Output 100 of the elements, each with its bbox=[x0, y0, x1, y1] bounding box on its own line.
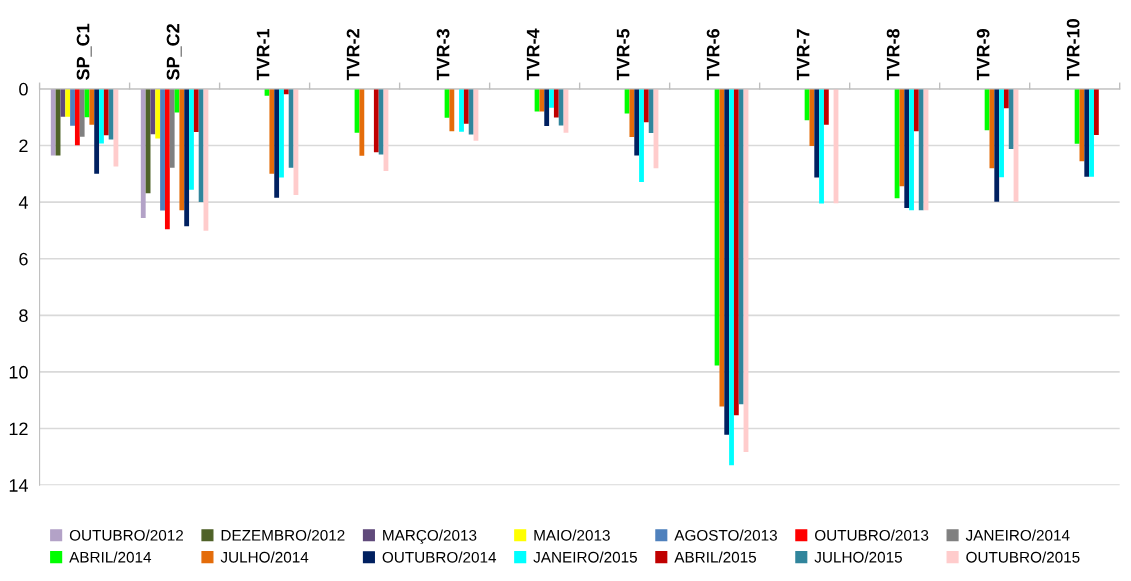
bar bbox=[70, 88, 75, 126]
bar bbox=[79, 88, 85, 137]
legend-label: OUTUBRO/2013 bbox=[815, 529, 929, 541]
bar bbox=[269, 88, 275, 174]
legend-label: ABRIL/2015 bbox=[674, 551, 757, 563]
bar bbox=[140, 88, 146, 218]
x-tick-label: TVR-7 bbox=[796, 29, 810, 81]
x-tick-label: TVR-10 bbox=[1066, 19, 1080, 81]
y-tick-label: 0 bbox=[19, 82, 28, 96]
legend-label: JANEIRO/2015 bbox=[533, 551, 637, 563]
legend-label: ABRIL/2014 bbox=[69, 551, 152, 563]
bar bbox=[160, 88, 165, 211]
bar bbox=[60, 88, 66, 117]
y-tick-label: 10 bbox=[9, 365, 28, 379]
x-tick-label: TVR-1 bbox=[256, 28, 270, 81]
legend-label: DEZEMBRO/2012 bbox=[221, 529, 345, 541]
x-tick-label: TVR-9 bbox=[976, 29, 990, 81]
bar bbox=[65, 88, 71, 117]
bar bbox=[539, 88, 545, 112]
bar bbox=[733, 88, 739, 416]
bar bbox=[719, 88, 725, 407]
bar bbox=[899, 88, 905, 187]
x-tick-label: TVR-2 bbox=[346, 29, 360, 81]
bar bbox=[378, 88, 384, 155]
bar bbox=[553, 88, 559, 118]
bar bbox=[738, 88, 744, 405]
bar bbox=[994, 88, 1000, 202]
legend-label: MARÇO/2013 bbox=[383, 529, 477, 544]
bar bbox=[823, 88, 829, 125]
bar bbox=[74, 88, 80, 146]
bar bbox=[164, 88, 170, 230]
bar bbox=[150, 88, 156, 135]
bar bbox=[359, 88, 365, 156]
bar bbox=[629, 88, 635, 138]
bar bbox=[1074, 88, 1080, 144]
bar bbox=[648, 88, 654, 134]
bar bbox=[103, 88, 109, 136]
x-tick-label: TVR-5 bbox=[616, 28, 630, 81]
bar bbox=[155, 88, 161, 139]
x-tick-label: TVR-4 bbox=[526, 28, 540, 81]
bar bbox=[373, 88, 379, 153]
legend-label: OUTUBRO/2014 bbox=[382, 551, 497, 563]
x-tick-label: TVR-6 bbox=[706, 29, 720, 81]
bar bbox=[108, 88, 114, 140]
bar bbox=[1093, 88, 1099, 136]
bar bbox=[198, 88, 204, 203]
legend-label: JANEIRO/2014 bbox=[965, 529, 1070, 541]
bar bbox=[169, 88, 175, 168]
bar bbox=[544, 88, 550, 126]
legend-label: OUTUBRO/2012 bbox=[69, 529, 183, 541]
bar bbox=[468, 88, 474, 135]
bar bbox=[279, 88, 284, 178]
bar bbox=[459, 88, 464, 132]
bar bbox=[814, 88, 820, 178]
bar bbox=[558, 88, 564, 126]
bar bbox=[288, 88, 294, 168]
bar bbox=[449, 88, 455, 132]
bar bbox=[463, 88, 469, 124]
legend-label: OUTUBRO/2015 bbox=[966, 551, 1080, 563]
bar bbox=[819, 88, 824, 204]
legend-label: JULHO/2014 bbox=[220, 551, 309, 563]
y-tick-label: 2 bbox=[19, 139, 28, 153]
bar bbox=[89, 88, 95, 125]
y-tick-label: 4 bbox=[18, 196, 28, 209]
bar bbox=[999, 88, 1004, 178]
bar bbox=[724, 88, 730, 435]
bar bbox=[193, 88, 199, 132]
bar bbox=[1089, 88, 1094, 177]
y-tick-label: 6 bbox=[19, 252, 28, 266]
bar bbox=[918, 88, 924, 211]
legend-label: MAIO/2013 bbox=[534, 529, 610, 541]
bar bbox=[1008, 88, 1014, 149]
bar bbox=[639, 88, 644, 183]
bar bbox=[549, 88, 554, 108]
bar bbox=[729, 88, 734, 466]
x-tick-label: TVR-8 bbox=[886, 28, 900, 81]
bar bbox=[179, 88, 185, 211]
bar bbox=[274, 88, 280, 198]
bar bbox=[94, 88, 100, 174]
bar bbox=[809, 88, 815, 147]
bar bbox=[1003, 88, 1009, 109]
bar bbox=[909, 88, 914, 211]
y-tick-label: 8 bbox=[19, 309, 28, 323]
legend-label: JULHO/2015 bbox=[814, 551, 902, 563]
bar bbox=[1084, 88, 1090, 177]
x-tick-label: SP_C2 bbox=[166, 24, 182, 81]
legend-label: AGOSTO/2013 bbox=[674, 529, 777, 541]
bar bbox=[643, 88, 649, 123]
bar bbox=[189, 88, 194, 190]
x-tick-label: SP_C1 bbox=[76, 23, 92, 81]
y-tick-label: 14 bbox=[9, 479, 28, 492]
bar bbox=[184, 88, 190, 227]
x-tick-label: TVR-3 bbox=[436, 29, 450, 81]
bar bbox=[913, 88, 919, 132]
bar bbox=[634, 88, 640, 156]
y-tick-label: 12 bbox=[9, 422, 28, 436]
bar bbox=[904, 88, 910, 209]
bar bbox=[50, 88, 56, 156]
bar bbox=[989, 88, 995, 169]
bar bbox=[99, 88, 104, 144]
